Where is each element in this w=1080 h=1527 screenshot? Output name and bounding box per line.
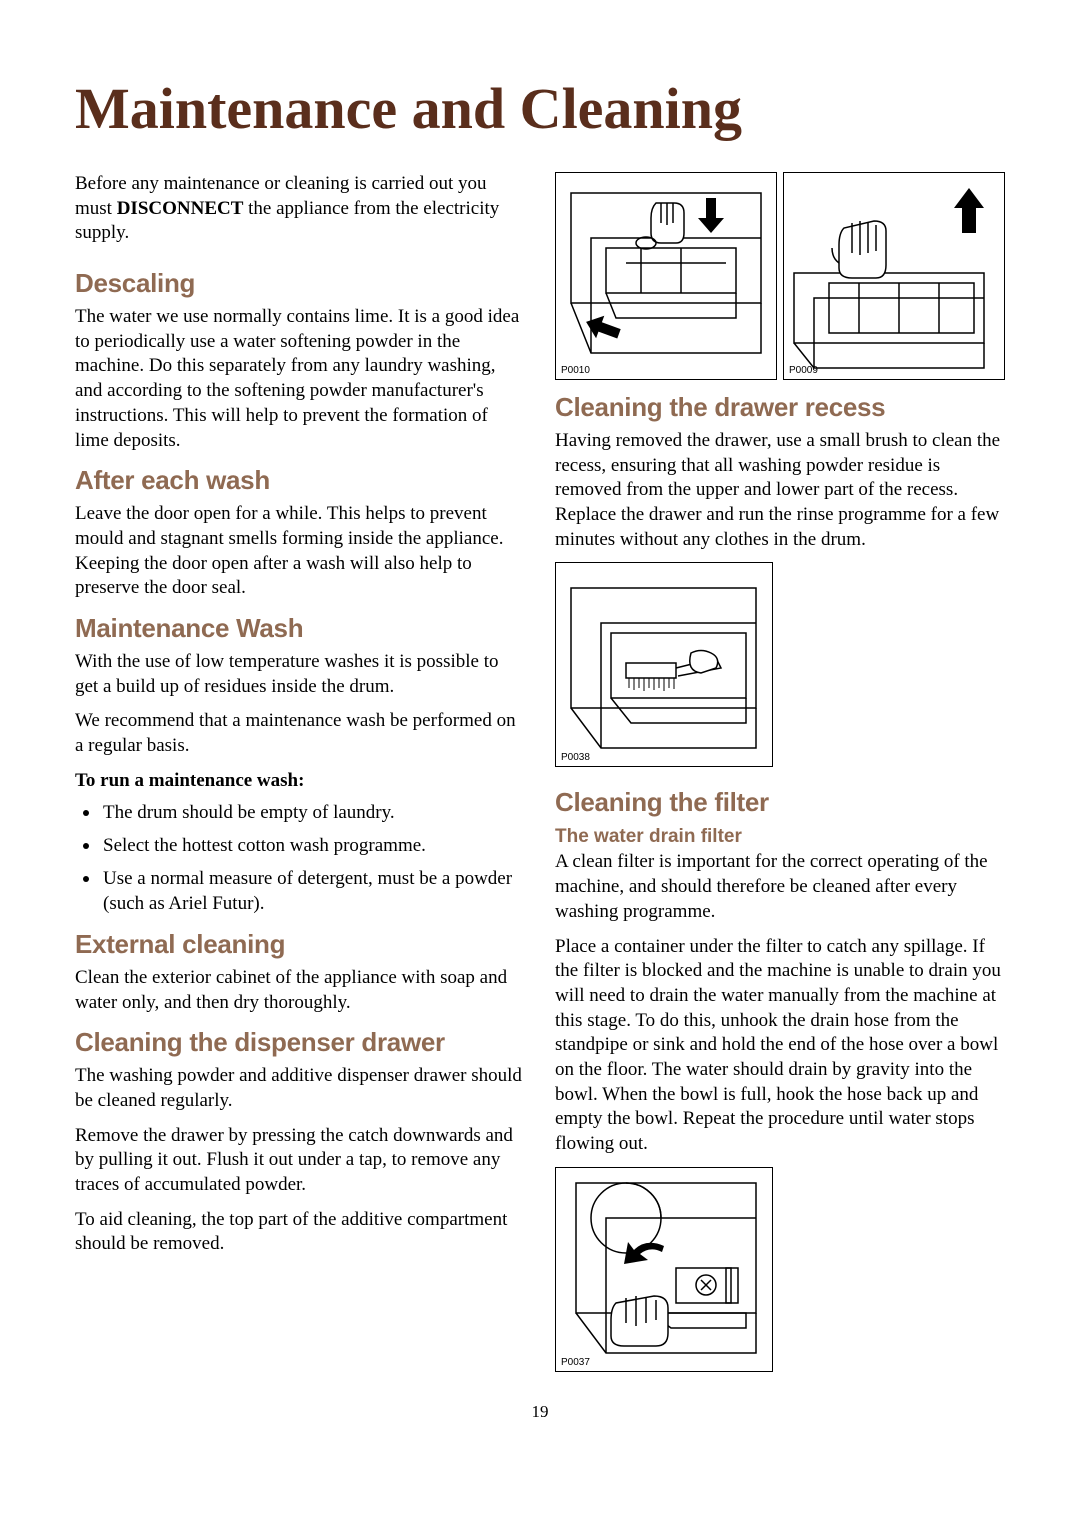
- open-filter-icon: [556, 1168, 772, 1371]
- left-column: Before any maintenance or cleaning is ca…: [75, 172, 525, 1372]
- heading-filter: Cleaning the filter: [555, 787, 1005, 818]
- body-descaling: The water we use normally contains lime.…: [75, 305, 525, 453]
- compartment-lift-icon: [784, 173, 1004, 379]
- figure-open-filter: P0037: [555, 1167, 773, 1372]
- brush-recess-icon: [556, 563, 772, 766]
- body-after-wash: Leave the door open for a while. This he…: [75, 502, 525, 601]
- two-column-layout: Before any maintenance or cleaning is ca…: [75, 172, 1005, 1372]
- body-filter2: Place a container under the filter to ca…: [555, 935, 1005, 1157]
- page-title: Maintenance and Cleaning: [75, 75, 1005, 142]
- heading-maintenance-wash: Maintenance Wash: [75, 613, 525, 644]
- heading-after-wash: After each wash: [75, 465, 525, 496]
- subheading-drain-filter: The water drain filter: [555, 826, 1005, 848]
- figure-label-p0009: P0009: [789, 365, 818, 376]
- right-column: P0010: [555, 172, 1005, 1372]
- page-number: 19: [75, 1402, 1005, 1422]
- body-maint2: We recommend that a maintenance wash be …: [75, 709, 525, 758]
- list-item: Select the hottest cotton wash programme…: [101, 832, 525, 859]
- figure-lift-compartment: P0009: [783, 172, 1005, 380]
- body-dispenser1: The washing powder and additive dispense…: [75, 1064, 525, 1113]
- drawer-remove-icon: [556, 173, 776, 379]
- body-dispenser2: Remove the drawer by pressing the catch …: [75, 1124, 525, 1198]
- figure-label-p0038: P0038: [561, 752, 590, 763]
- body-external: Clean the exterior cabinet of the applia…: [75, 966, 525, 1015]
- intro-paragraph: Before any maintenance or cleaning is ca…: [75, 172, 525, 246]
- list-item: Use a normal measure of detergent, must …: [101, 865, 525, 917]
- body-filter1: A clean filter is important for the corr…: [555, 850, 1005, 924]
- maint-list: The drum should be empty of laundry. Sele…: [75, 799, 525, 917]
- maint-subhead: To run a maintenance wash:: [75, 769, 525, 794]
- body-maint1: With the use of low temperature washes i…: [75, 650, 525, 699]
- heading-recess: Cleaning the drawer recess: [555, 392, 1005, 423]
- heading-descaling: Descaling: [75, 268, 525, 299]
- heading-external: External cleaning: [75, 929, 525, 960]
- figure-label-p0037: P0037: [561, 1357, 590, 1368]
- body-recess: Having removed the drawer, use a small b…: [555, 429, 1005, 552]
- figure-label-p0010: P0010: [561, 365, 590, 376]
- body-dispenser3: To aid cleaning, the top part of the add…: [75, 1208, 525, 1257]
- list-item: The drum should be empty of laundry.: [101, 799, 525, 826]
- heading-dispenser: Cleaning the dispenser drawer: [75, 1027, 525, 1058]
- figure-brush-recess: P0038: [555, 562, 773, 767]
- figure-remove-drawer: P0010: [555, 172, 777, 380]
- intro-bold: DISCONNECT: [117, 198, 244, 219]
- figure-row-drawer: P0010: [555, 172, 1005, 380]
